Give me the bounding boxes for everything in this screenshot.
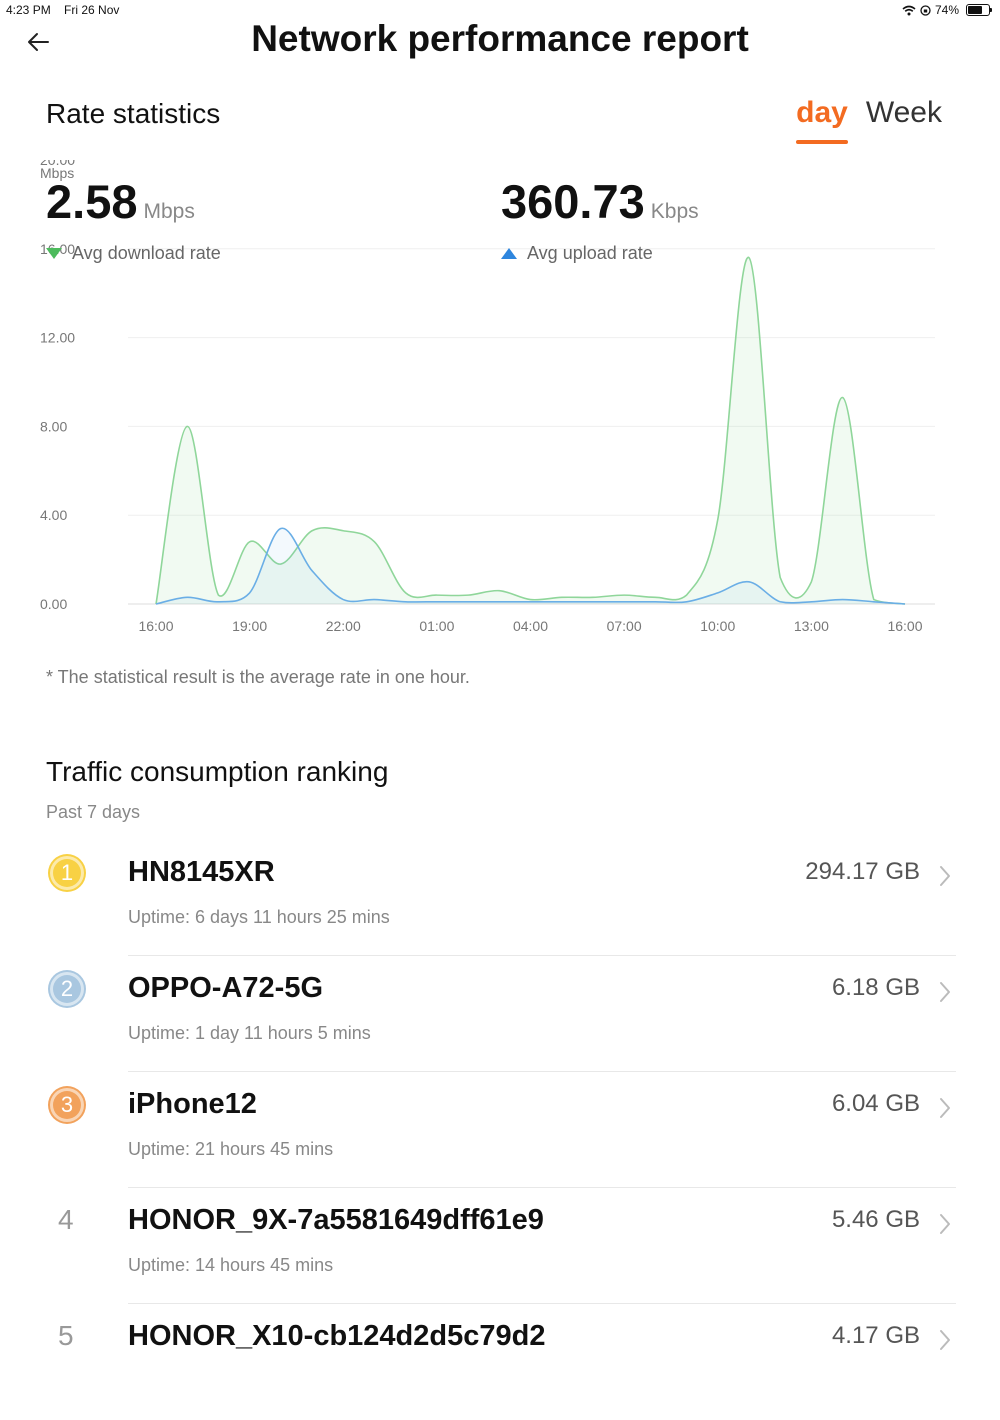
- y-tick-label: 20.00: [40, 160, 75, 168]
- x-tick-label: 04:00: [513, 618, 548, 634]
- traffic-amount: 5.46 GB: [831, 1206, 920, 1233]
- tab-week[interactable]: Week: [865, 96, 942, 129]
- download-value: 2.58: [46, 175, 138, 228]
- traffic-amount: 6.04 GB: [831, 1090, 920, 1117]
- upload-label-row: Avg upload rate: [501, 243, 653, 264]
- chevron-right-icon: [940, 1098, 950, 1118]
- device-name: OPPO-A72-5G: [128, 972, 323, 1004]
- rank-medal-icon: 1: [50, 856, 84, 890]
- chevron-right-icon: [940, 1214, 950, 1234]
- ranking-subtitle: Past 7 days: [46, 802, 141, 822]
- wifi-icon: [902, 5, 916, 15]
- ranking-row[interactable]: 2 OPPO-A72-5G 6.18 GB Uptime: 1 day 11 hour…: [0, 956, 1000, 1072]
- page-title: Network performance report: [251, 18, 749, 59]
- y-tick-label: 8.00: [40, 418, 67, 434]
- series-line: [155, 527, 906, 605]
- device-name: iPhone12: [128, 1088, 257, 1120]
- ranking-row[interactable]: 4 HONOR_9X-7a5581649dff61e9 5.46 GB Uptime:…: [0, 1188, 1000, 1304]
- ranking-title: Traffic consumption ranking: [46, 756, 389, 787]
- traffic-amount: 6.18 GB: [831, 974, 920, 1001]
- device-name: HONOR_9X-7a5581649dff61e9: [128, 1204, 544, 1236]
- y-axis-unit: Mbps: [40, 165, 74, 181]
- back-button[interactable]: [22, 26, 54, 58]
- orientation-lock-icon: [920, 4, 931, 16]
- series-line: [155, 256, 906, 605]
- x-tick-label: 16:00: [887, 618, 922, 634]
- status-time: 4:23 PM: [6, 3, 51, 17]
- x-tick-label: 19:00: [232, 618, 267, 634]
- y-tick-label: 4.00: [40, 507, 67, 523]
- period-tabs: day Week: [796, 96, 942, 144]
- x-tick-label: 01:00: [419, 618, 454, 634]
- arrow-left-icon: [28, 33, 49, 51]
- rank-medal-icon: 3: [50, 1088, 84, 1122]
- download-label-row: Avg download rate: [46, 243, 221, 264]
- chevron-right-icon: [940, 866, 950, 886]
- battery-icon: [966, 4, 992, 16]
- device-uptime: Uptime: 1 day 11 hours 5 mins: [128, 1023, 371, 1043]
- download-stat: 2.58 Mbps: [46, 174, 195, 229]
- x-tick-label: 22:00: [326, 618, 361, 634]
- device-name: HN8145XR: [128, 856, 275, 888]
- upload-unit: Kbps: [650, 200, 699, 223]
- chart-footnote: * The statistical result is the average …: [46, 667, 470, 687]
- x-tick-label: 07:00: [607, 618, 642, 634]
- rate-statistics-title: Rate statistics: [46, 98, 221, 129]
- series-area: [156, 257, 905, 604]
- ranking-row[interactable]: 3 iPhone12 6.04 GB Uptime: 21 hours 45 mins: [0, 1072, 1000, 1188]
- device-uptime: Uptime: 21 hours 45 mins: [128, 1139, 334, 1159]
- device-uptime: Uptime: 14 hours 45 mins: [128, 1255, 334, 1275]
- series-area: [156, 528, 905, 604]
- chevron-right-icon: [940, 1330, 950, 1350]
- row-divider: [128, 1303, 956, 1304]
- traffic-amount: 4.17 GB: [831, 1322, 920, 1349]
- x-tick-label: 13:00: [794, 618, 829, 634]
- row-divider: [128, 1187, 956, 1188]
- download-unit: Mbps: [143, 200, 195, 223]
- ranking-row[interactable]: 5 HONOR_X10-cb124d2d5c79d2 4.17 GB: [0, 1304, 1000, 1420]
- upload-value: 360.73: [501, 175, 645, 228]
- tab-day[interactable]: day: [796, 96, 848, 144]
- rank-medal-icon: 2: [50, 972, 84, 1006]
- x-tick-label: 16:00: [138, 618, 173, 634]
- ranking-row[interactable]: 1 HN8145XR 294.17 GB Uptime: 6 days 11 hour…: [0, 840, 1000, 956]
- download-label: Avg download rate: [72, 243, 221, 263]
- status-date: Fri 26 Nov: [64, 3, 120, 17]
- upload-label: Avg upload rate: [527, 243, 653, 263]
- chevron-right-icon: [940, 982, 950, 1002]
- y-tick-label: 0.00: [40, 596, 67, 612]
- status-bar: 4:23 PM Fri 26 Nov 74%: [0, 0, 1000, 20]
- upload-stat: 360.73 Kbps: [501, 174, 699, 229]
- triangle-down-icon: [46, 248, 62, 259]
- y-tick-label: 12.00: [40, 330, 75, 346]
- row-divider: [128, 955, 956, 956]
- device-name: HONOR_X10-cb124d2d5c79d2: [128, 1320, 546, 1352]
- triangle-up-icon: [501, 248, 517, 259]
- row-divider: [128, 1071, 956, 1072]
- device-uptime: Uptime: 6 days 11 hours 25 mins: [128, 907, 390, 927]
- rank-number: 5: [58, 1320, 74, 1351]
- battery-percent: 74%: [934, 3, 959, 17]
- x-tick-label: 10:00: [700, 618, 735, 634]
- rank-number: 4: [58, 1204, 74, 1235]
- traffic-amount: 294.17 GB: [805, 858, 920, 885]
